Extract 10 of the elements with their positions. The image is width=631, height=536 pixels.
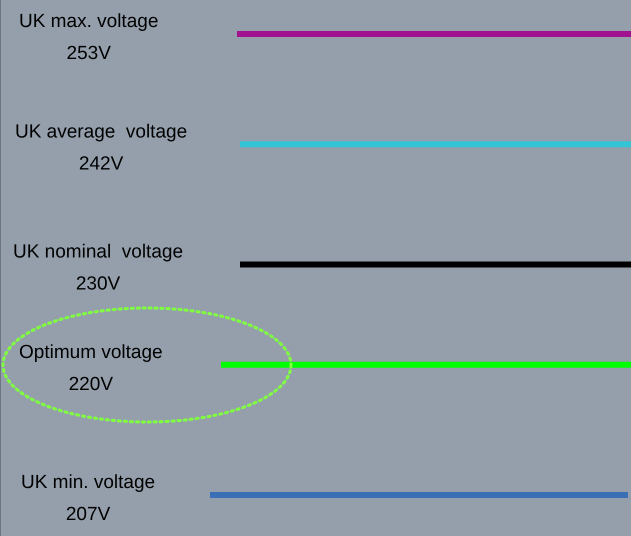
data-label: 242V: [78, 153, 124, 174]
data-label: 230V: [76, 274, 121, 295]
category-label: UK nominal voltage: [13, 242, 184, 263]
data-label: 207V: [66, 504, 111, 526]
category-label: UK average voltage: [15, 121, 188, 142]
category-label: UK max. voltage: [19, 11, 158, 32]
data-label: 220V: [68, 374, 114, 395]
category-label: UK min. voltage: [21, 472, 156, 494]
category-label: Optimum voltage: [19, 342, 163, 363]
data-label: 253V: [66, 43, 112, 64]
